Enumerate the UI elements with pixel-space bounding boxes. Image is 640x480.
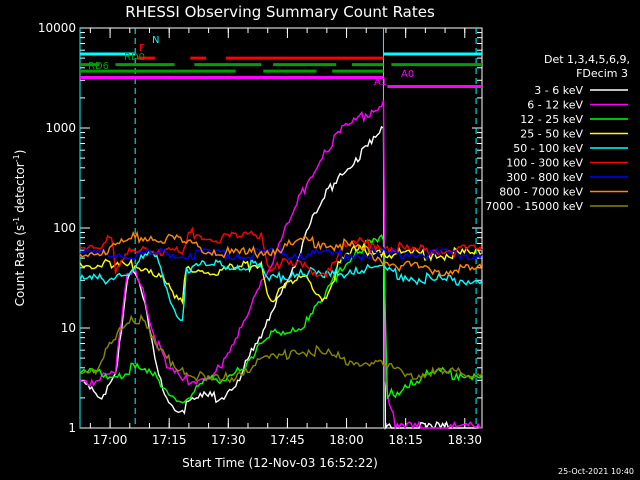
state-label-a1: A1 (374, 77, 387, 88)
series-line-2 (79, 99, 482, 431)
legend-header-1: Det 1,3,4,5,6,9, (544, 53, 630, 66)
x-tick-label: 18:15 (388, 433, 423, 447)
y-tick-label: 10000 (38, 21, 76, 35)
footer-stamp: 25-Oct-2021 10:40 (558, 467, 634, 476)
y-axis-title-main: Count Rate (s (13, 225, 27, 307)
legend-header-2: FDecim 3 (576, 67, 628, 80)
x-tick-label: 18:30 (447, 433, 482, 447)
legend-label: 7000 - 15000 keV (485, 200, 583, 213)
series-line-9 (79, 313, 483, 384)
x-axis-ticks: 17:00 17:15 17:30 17:45 18:00 18:15 18:30 (89, 28, 482, 447)
series-line-3 (79, 233, 483, 404)
legend-label: 300 - 800 keV (506, 171, 583, 184)
legend-label: 25 - 50 keV (520, 128, 583, 141)
state-label-a0: A0 (401, 69, 414, 80)
legend-label: 50 - 100 keV (513, 142, 583, 155)
y-axis-ticks: 1 10 100 1000 10000 (38, 21, 482, 435)
x-tick-label: 17:45 (270, 433, 305, 447)
legend-label: 12 - 25 keV (520, 113, 583, 126)
state-label-rd0: RD0 (124, 52, 145, 63)
attenuator-state-bars (80, 52, 482, 89)
x-tick-label: 17:00 (93, 433, 128, 447)
y-tick-label: 10 (61, 321, 76, 335)
legend-label: 800 - 7000 keV (499, 186, 583, 199)
legend-label: 100 - 300 keV (506, 157, 583, 170)
y-axis-title-sup1: -1 (12, 217, 21, 225)
legend-label: 3 - 6 keV (534, 84, 583, 97)
series-line-8 (79, 230, 483, 277)
x-tick-label: 18:00 (329, 433, 364, 447)
x-tick-label: 17:15 (152, 433, 187, 447)
chart-title: RHESSI Observing Summary Count Rates (125, 3, 435, 21)
y-axis-title-mid: detector (13, 162, 27, 217)
state-label-n: N (152, 35, 159, 46)
series-line-6 (79, 226, 483, 279)
y-tick-label: 100 (53, 221, 76, 235)
x-tick-label: 17:30 (211, 433, 246, 447)
series-line-4 (79, 242, 483, 306)
y-axis-title-end: ) (13, 150, 27, 155)
y-tick-label: 1 (68, 421, 76, 435)
y-axis-title: Count Rate (s-1 detector-1) (12, 150, 27, 307)
series-line-5 (79, 250, 483, 322)
legend-label: 6 - 12 keV (527, 99, 583, 112)
legend: Det 1,3,4,5,6,9, FDecim 3 3 - 6 keV 6 - 1… (485, 53, 630, 213)
state-label-rd6: RD6 (88, 61, 109, 72)
state-label-f: F (139, 43, 145, 54)
x-axis-title: Start Time (12-Nov-03 16:52:22) (182, 456, 378, 470)
series-line-1 (79, 125, 483, 431)
attenuator-state-labels: N RD0 F RD6 A1 A0 (88, 35, 414, 88)
y-tick-label: 1000 (45, 121, 76, 135)
series-lines (79, 99, 483, 431)
y-axis-title-sup2: -1 (12, 154, 21, 162)
series-line-7 (79, 246, 483, 262)
